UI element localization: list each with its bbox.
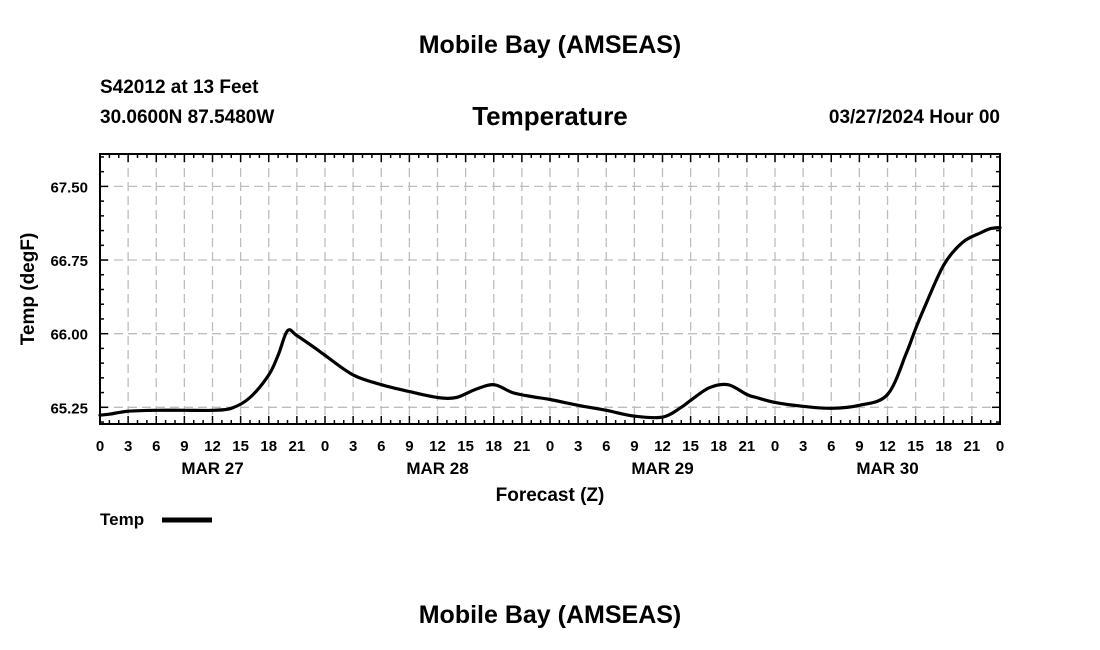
x-tick-label: 0	[771, 438, 779, 455]
x-tick-label: 12	[879, 438, 896, 455]
x-tick-label: 15	[232, 438, 249, 455]
x-tick-label: 21	[964, 438, 981, 455]
y-tick-label: 66.00	[50, 327, 88, 344]
x-tick-label: 0	[321, 438, 329, 455]
x-tick-label: 12	[654, 438, 671, 455]
date-label: MAR 28	[406, 459, 468, 478]
x-tick-label: 15	[457, 438, 474, 455]
x-tick-label: 6	[152, 438, 160, 455]
x-tick-label: 9	[405, 438, 413, 455]
x-tick-label: 0	[96, 438, 104, 455]
x-tick-label: 12	[429, 438, 446, 455]
temp-series-line	[98, 226, 1002, 420]
x-tick-label: 6	[377, 438, 385, 455]
x-tick-label: 21	[739, 438, 756, 455]
x-tick-label: 18	[485, 438, 502, 455]
date-label: MAR 29	[631, 459, 693, 478]
x-tick-label: 9	[855, 438, 863, 455]
axis-labels: 0 3 6 9 12 15 18 21 0 3 6 9 12 15 18 21 0 3 6 9 12 15 18 21 0 3 6 9…	[18, 179, 1004, 506]
x-tick-label: 3	[799, 438, 807, 455]
x-tick-label: 15	[682, 438, 699, 455]
x-tick-label: 0	[546, 438, 554, 455]
x-tick-label: 18	[710, 438, 727, 455]
chart-title: Temperature	[472, 101, 628, 131]
run-time-label: 03/27/2024 Hour 00	[828, 107, 1000, 128]
date-label: MAR 27	[181, 459, 243, 478]
x-tick-label: 3	[124, 438, 132, 455]
x-tick-label: 6	[602, 438, 610, 455]
x-tick-label: 21	[289, 438, 306, 455]
y-tick-label: 65.25	[50, 400, 88, 417]
grid	[100, 154, 1000, 424]
y-tick-label: 66.75	[50, 253, 88, 270]
x-axis-title: Forecast (Z)	[496, 485, 605, 506]
x-tick-label: 21	[514, 438, 531, 455]
x-tick-label: 6	[827, 438, 835, 455]
x-tick-label: 9	[180, 438, 188, 455]
x-tick-label: 15	[907, 438, 924, 455]
page-title: Mobile Bay (AMSEAS)	[418, 31, 682, 59]
x-tick-label: 18	[935, 438, 952, 455]
x-tick-label: 3	[349, 438, 357, 455]
x-tick-label: 12	[204, 438, 221, 455]
station-label: S42012 at 13 Feet	[100, 77, 259, 98]
axes	[99, 153, 1001, 425]
legend-label: Temp	[100, 510, 144, 529]
legend: Temp	[100, 510, 212, 529]
x-tick-label: 18	[260, 438, 277, 455]
x-tick-label: 0	[996, 438, 1004, 455]
x-tick-label: 3	[574, 438, 582, 455]
footer-title: Mobile Bay (AMSEAS)	[418, 601, 682, 629]
date-label: MAR 30	[856, 459, 918, 478]
y-axis-title: Temp (degF)	[18, 233, 39, 346]
x-tick-label: 9	[630, 438, 638, 455]
coordinates-label: 30.0600N 87.5480W	[100, 107, 275, 128]
y-tick-label: 67.50	[50, 179, 88, 196]
